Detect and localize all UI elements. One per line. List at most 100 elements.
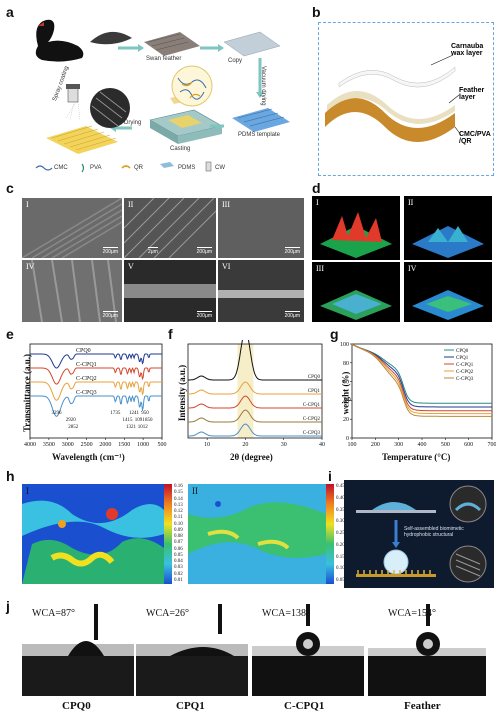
chart-e-xtick-label-3: 2500 bbox=[81, 442, 93, 448]
chart-f-series-label-3: C-CPQ2 bbox=[303, 417, 321, 422]
chart-g-xtick-label-0: 100 bbox=[348, 442, 357, 448]
chart-e-xtick-label-2: 3000 bbox=[62, 442, 74, 448]
roughness-map-2: II bbox=[188, 484, 326, 584]
chart-g-series-0 bbox=[351, 343, 492, 404]
chart-g-ytick-label-1: 20 bbox=[343, 417, 349, 423]
sem-scale-3: 200μm bbox=[284, 247, 300, 255]
cbar2-tick-7: 0.10 bbox=[336, 566, 345, 572]
chart-f-ylabel: Intensity (a.u.) bbox=[177, 364, 188, 422]
cbar1-tick-1: 0.15 bbox=[174, 490, 183, 496]
chart-e-xtick-label-6: 1000 bbox=[137, 442, 149, 448]
cbar2-tick-5: 0.20 bbox=[336, 542, 345, 548]
chart-f-xtick-label-1: 20 bbox=[242, 442, 248, 448]
cbar1-tick-2: 0.14 bbox=[174, 496, 183, 502]
label-pdms-template: PDMS template bbox=[238, 132, 281, 138]
topography-3d-3: III bbox=[312, 262, 400, 322]
contact-angle-photo-cpq1 bbox=[136, 604, 248, 696]
map-id-1: I bbox=[26, 486, 29, 496]
chart-g-ytick-label-3: 60 bbox=[343, 380, 349, 386]
cbar1-tick-7: 0.09 bbox=[174, 527, 183, 533]
chart-g-xtick-label-1: 200 bbox=[371, 442, 380, 448]
panel-label-d: d bbox=[312, 180, 321, 196]
chart-g-svg: 100 200 300 400 500 600 700 0 20 40 60 80 100 CPQ0 CPQ… bbox=[340, 342, 497, 448]
chart-e-series-label-0: CPQ0 bbox=[76, 348, 91, 354]
sample-label-cpq0: CPQ0 bbox=[62, 700, 91, 712]
cbar2-tick-0: 0.45 bbox=[336, 484, 345, 489]
chart-e-annotation-2: 2852 bbox=[68, 425, 79, 430]
panel-label-b: b bbox=[312, 4, 321, 20]
wca-feather: WCA=154° bbox=[388, 608, 436, 619]
panel-label-h: h bbox=[6, 468, 15, 484]
wca-c-cpq1: WCA=138° bbox=[262, 608, 310, 619]
panel-b-layers: Carnauba wax layer Feather layer CMC/PVA… bbox=[318, 22, 494, 176]
feather-icon bbox=[90, 31, 132, 45]
panel-label-a: a bbox=[6, 4, 14, 20]
cbar1-tick-9: 0.07 bbox=[174, 540, 183, 546]
label-feather-layer: Feather layer bbox=[459, 87, 485, 101]
panel-label-f: f bbox=[168, 326, 173, 342]
wca-cpq0: WCA=87° bbox=[32, 608, 75, 619]
carnauba-wax-layer bbox=[338, 66, 456, 88]
label-vacuum-drying: Vacuum drying bbox=[260, 66, 266, 106]
chart-e-frame bbox=[29, 343, 163, 439]
panel-label-c: c bbox=[6, 180, 14, 196]
chart-f-series-0 bbox=[188, 329, 322, 381]
sem-scale-4: 200μm bbox=[102, 311, 118, 319]
black-swan-icon bbox=[35, 19, 84, 62]
dried-film bbox=[46, 125, 118, 154]
label-casting: Casting bbox=[170, 146, 191, 152]
chart-e-series-2 bbox=[30, 380, 162, 401]
chart-e-series-label-2: C-CPQ2 bbox=[76, 376, 97, 382]
spray-bottle-icon bbox=[65, 84, 81, 121]
chart-f-series-3 bbox=[188, 409, 322, 423]
chart-f-series-label-4: C-CPQ3 bbox=[303, 431, 321, 436]
chart-f-frame bbox=[187, 343, 323, 439]
chart-g-series-1 bbox=[351, 343, 492, 408]
sample-label-cpq1: CPQ1 bbox=[176, 700, 205, 712]
contact-angle-photo-feather bbox=[368, 604, 486, 696]
chart-g-ytick-label-0: 0 bbox=[346, 436, 349, 442]
chart-g-series-2 bbox=[351, 343, 492, 412]
colorbar-1-ticks: 0.16 0.15 0.14 0.13 0.12 0.11 0.10 0.09 0.08 0.07… bbox=[174, 484, 192, 584]
layer-stack-diagram bbox=[325, 54, 462, 142]
chart-e-annotation-8: 1012 bbox=[138, 425, 149, 430]
topography-3d-1: I bbox=[312, 196, 400, 260]
sem-id-3: III bbox=[222, 200, 230, 209]
chart-g-legend-label-0: CPQ0 bbox=[456, 349, 469, 354]
chart-e-series-0 bbox=[30, 353, 162, 369]
chart-g-ytick-label-2: 40 bbox=[343, 398, 349, 404]
chart-e-xlabel: Wavelength (cm⁻¹) bbox=[52, 452, 125, 462]
fabrication-schematic bbox=[35, 19, 290, 173]
sem-id-6: VI bbox=[222, 262, 231, 271]
sem-image-5: V 200μm bbox=[124, 260, 216, 322]
chart-g-ylabel: weight (%) bbox=[340, 371, 351, 415]
chart-e-xtick-label-7: 500 bbox=[158, 442, 167, 448]
roughness-map-2-svg bbox=[188, 484, 326, 584]
chart-e-ylabel: Transmittance (a.u.) bbox=[22, 353, 33, 433]
contact-angle-photo-c-cpq1 bbox=[252, 604, 364, 696]
chart-e-series-label-1: C-CPQ1 bbox=[76, 362, 97, 368]
chart-e-xtick-label-0: 4000 bbox=[24, 442, 36, 448]
chart-g-legend-label-3: C-CPQ2 bbox=[456, 370, 474, 375]
magnified-feather-circle bbox=[90, 88, 130, 128]
chart-g-xtick-label-6: 700 bbox=[488, 442, 497, 448]
chart-f-series-2 bbox=[188, 395, 322, 409]
topography-3d-4: IV bbox=[404, 262, 492, 322]
chart-f-xrd: 10 20 30 40 CPQ0 CPQ1 C-CPQ1 C-CPQ2 C-CPQ3 Inten… bbox=[172, 329, 328, 464]
sem-id-5: V bbox=[128, 262, 134, 271]
panel-i-droplet-illustration: Self-assembled biomimetic hydrophobic st… bbox=[344, 480, 494, 588]
sem-scale-6: 200μm bbox=[284, 311, 300, 319]
sem-scale-5: 200μm bbox=[196, 311, 212, 319]
sem-image-6: VI 200μm bbox=[218, 260, 304, 322]
cbar2-tick-1: 0.40 bbox=[336, 495, 345, 501]
sem-inset-scale-2: 2μm bbox=[148, 247, 158, 255]
cbar2-tick-8: 0.05 bbox=[336, 578, 345, 583]
td-id-4: IV bbox=[408, 264, 417, 273]
chart-e-ftir: 4000 3500 3000 2500 2000 1500 1000 500 CPQ0 C-CPQ… bbox=[12, 340, 168, 464]
legend-a-icons bbox=[35, 161, 212, 173]
td-id-3: III bbox=[316, 264, 324, 273]
chart-e-annotation-5: 1321 bbox=[126, 425, 137, 430]
chart-e-annotation-6: 1241 bbox=[129, 411, 140, 416]
sem-scale-1: 200μm bbox=[102, 247, 118, 255]
cbar2-tick-6: 0.15 bbox=[336, 554, 345, 560]
